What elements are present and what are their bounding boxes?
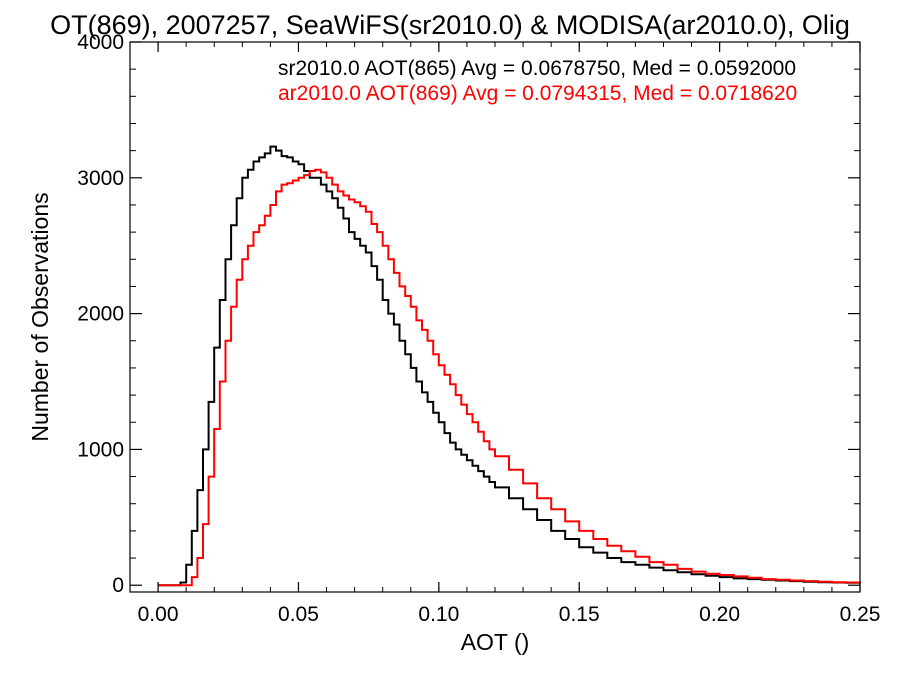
plot-frame [129,41,861,593]
y-tick-label: 4000 [77,31,124,54]
x-axis-label: AOT () [461,629,530,655]
x-tick-label: 0.00 [138,603,179,626]
series-line-sr2010 [158,145,861,587]
x-tick-label: 0.25 [840,603,881,626]
y-tick-label: 1000 [77,438,124,461]
y-tick-label: 2000 [77,303,124,326]
x-tick-label: 0.15 [559,603,600,626]
chart-title: OT(869), 2007257, SeaWiFS(sr2010.0) & MO… [50,10,850,40]
y-axis: 0 1000 2000 3000 4000 [77,31,860,597]
series-line-ar2010 [158,168,861,587]
series-layer [158,145,861,587]
y-tick-label: 3000 [77,167,124,190]
legend-entry-ar2010: ar2010.0 AOT(869) Avg = 0.0794315, Med =… [278,82,797,105]
y-axis-label: Number of Observations [27,192,53,441]
x-axis: 0.00 0.05 0.10 0.15 0.20 0.25 [138,42,881,626]
x-tick-label: 0.20 [699,603,740,626]
x-tick-label: 0.05 [278,603,319,626]
legend-entry-sr2010: sr2010.0 AOT(865) Avg = 0.0678750, Med =… [278,57,796,80]
x-tick-label: 0.10 [418,603,459,626]
y-tick-label: 0 [112,574,124,597]
